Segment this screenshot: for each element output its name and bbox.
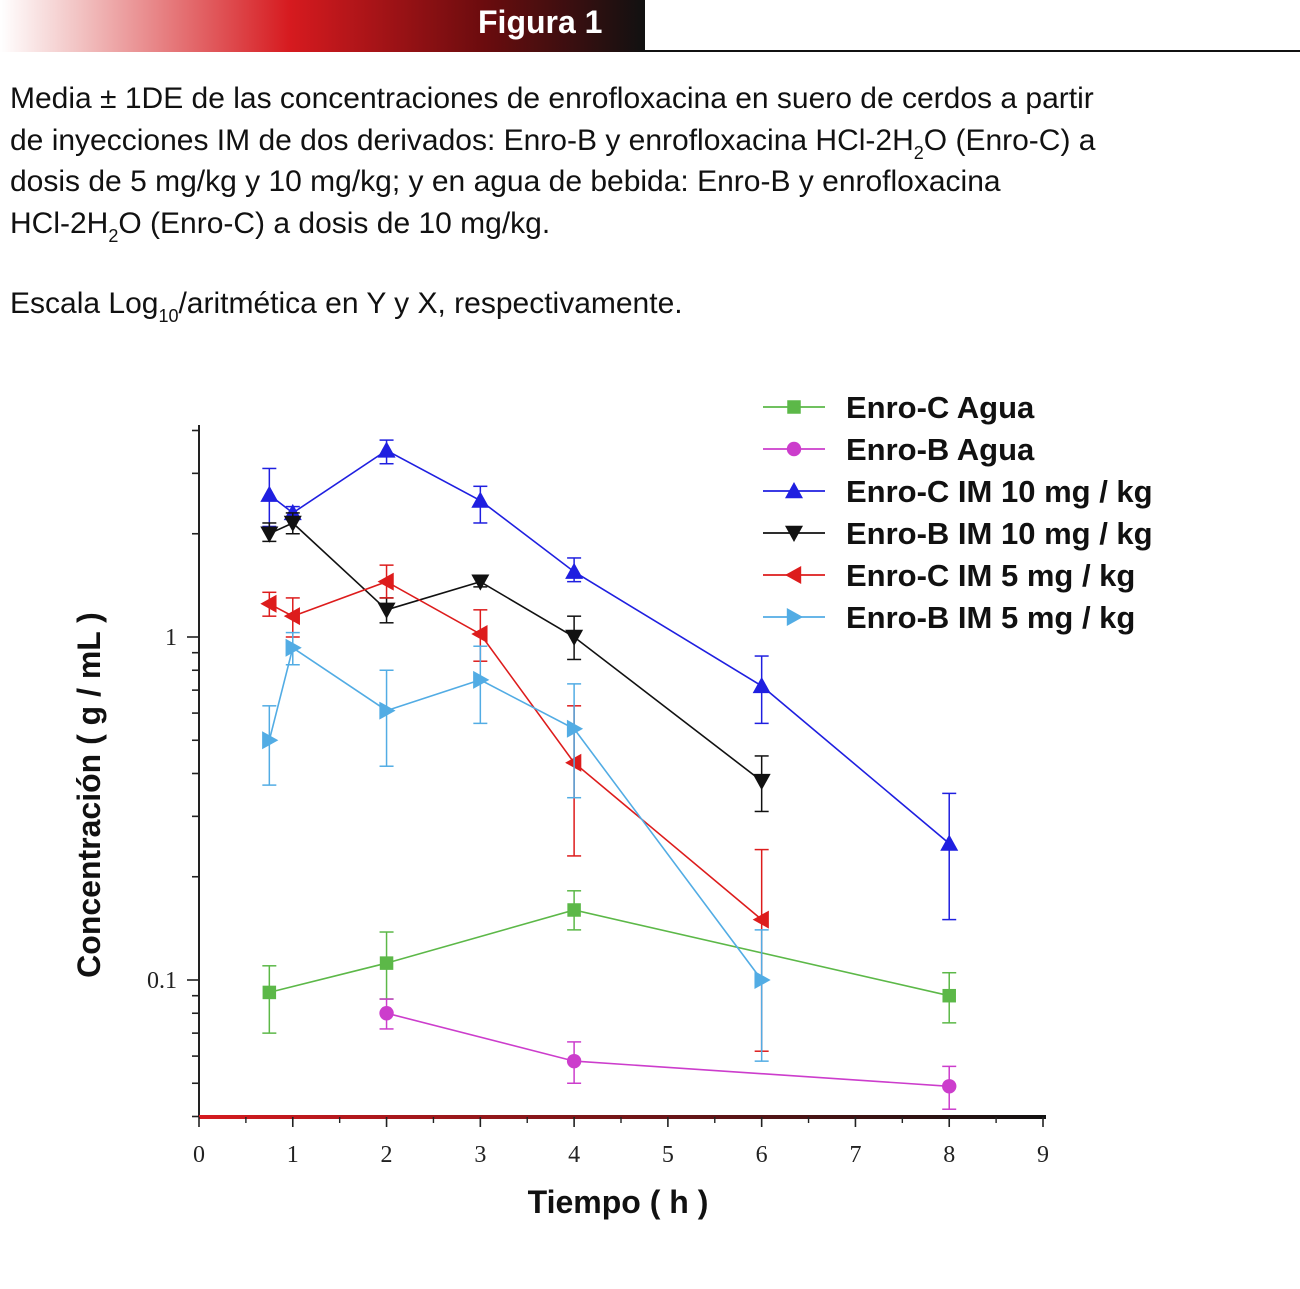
legend-label: Enro-B Agua [846, 432, 1035, 467]
scale-note-subscript: 10 [158, 306, 179, 326]
data-point [283, 607, 300, 626]
figure-title: Figura 1 [478, 4, 603, 40]
legend-label: Enro-C Agua [846, 390, 1035, 425]
data-point [754, 971, 771, 989]
header-rule [645, 50, 1300, 52]
data-point [260, 594, 277, 613]
series-line [386, 1012, 950, 1088]
data-point [379, 956, 394, 970]
legend-marker [785, 482, 803, 499]
y-axis-label: Concentración ( g / mL ) [71, 612, 107, 978]
data-point [566, 1053, 582, 1069]
header-bar [0, 0, 645, 52]
data-point [377, 441, 396, 458]
caption-line-2-text-b: O (Enro-C) a [923, 123, 1096, 157]
data-point [567, 903, 581, 917]
chart-series [260, 439, 959, 1110]
data-point [260, 526, 279, 543]
legend-marker [786, 608, 803, 626]
data-point [262, 985, 277, 1000]
series-0 [262, 890, 957, 1034]
caption-line-2-text-a: de inyecciones IM de dos derivados: Enro… [10, 123, 914, 157]
caption-line-2-subscript: 2 [913, 142, 924, 163]
x-tick-label: 4 [568, 1142, 580, 1168]
legend-label: Enro-B IM 10 mg / kg [846, 516, 1153, 551]
data-point [473, 670, 490, 689]
data-point [942, 1079, 957, 1094]
x-tick-label: 0 [193, 1142, 205, 1168]
caption-line-3: dosis de 5 mg/kg y 10 mg/kg; y en agua d… [10, 165, 1001, 198]
data-point [379, 1006, 394, 1021]
series-line [269, 909, 950, 997]
legend-label: Enro-C IM 5 mg / kg [846, 558, 1135, 593]
caption-line-4-subscript: 2 [108, 225, 119, 246]
series-5 [262, 631, 771, 1062]
scale-note-text-b: /aritmética en Y y X, respectivamente. [178, 287, 683, 320]
data-point [262, 731, 279, 750]
data-point [565, 753, 582, 772]
y-tick-label: 1 [165, 625, 177, 651]
series-line [268, 646, 763, 981]
legend-item-0: Enro-C Agua [763, 390, 1035, 425]
x-axis-label: Tiempo ( h ) [528, 1184, 709, 1220]
caption-line-1: Media ± 1DE de las concentraciones de en… [10, 82, 1094, 115]
chart-axes: 0.1 1 0 1 2 3 4 5 6 7 8 9 [147, 425, 1049, 1168]
data-point [377, 572, 394, 591]
data-point [471, 491, 490, 508]
series-line [268, 580, 763, 921]
x-tick-label: 6 [756, 1142, 768, 1168]
data-point [565, 562, 584, 579]
x-tick-label: 1 [287, 1142, 299, 1168]
scale-note-text-a: Escala Log [10, 287, 159, 320]
legend-label: Enro-C IM 10 mg / kg [846, 474, 1153, 509]
legend-marker [787, 400, 801, 414]
figure-caption: Media ± 1DE de las concentraciones de en… [10, 78, 1295, 245]
data-point [940, 834, 959, 851]
caption-line-2: de inyecciones IM de dos derivados: Enro… [10, 120, 1295, 162]
caption-line-4-text-a: HCl-2H [10, 206, 109, 240]
scale-note: Escala Log10/aritmética en Y y X, respec… [10, 287, 683, 325]
series-line [268, 522, 763, 782]
data-point [565, 629, 584, 646]
data-point [379, 701, 396, 720]
x-tick-label: 5 [662, 1142, 674, 1168]
legend-item-2: Enro-C IM 10 mg / kg [763, 474, 1153, 509]
legend-label: Enro-B IM 5 mg / kg [846, 600, 1135, 635]
legend-marker [785, 566, 802, 584]
x-tick-label: 3 [474, 1142, 486, 1168]
data-point [283, 515, 302, 532]
series-line [268, 449, 950, 845]
caption-line-4-text-b: O (Enro-C) a dosis de 10 mg/kg. [118, 206, 551, 240]
legend-item-5: Enro-B IM 5 mg / kg [763, 600, 1135, 635]
data-point [471, 574, 490, 591]
legend-marker [786, 441, 802, 457]
series-2 [260, 439, 959, 921]
data-point [566, 719, 584, 738]
data-point [942, 988, 956, 1003]
data-point [752, 910, 769, 929]
data-point [260, 485, 279, 502]
x-tick-label: 8 [943, 1142, 955, 1168]
x-tick-label: 7 [849, 1142, 861, 1168]
legend-item-3: Enro-B IM 10 mg / kg [763, 516, 1153, 551]
data-point [752, 676, 771, 694]
data-point [285, 638, 302, 657]
series-1 [379, 998, 957, 1110]
x-axis-line [199, 1115, 1046, 1119]
data-point [752, 773, 771, 791]
legend-item-1: Enro-B Agua [763, 432, 1035, 467]
x-tick-label: 2 [381, 1142, 393, 1168]
x-tick-label: 9 [1037, 1142, 1049, 1168]
chart-legend: Enro-C Agua Enro-B Agua Enro-C IM 10 mg / … [763, 390, 1153, 635]
series-3 [260, 512, 771, 813]
data-point [471, 625, 488, 644]
series-4 [260, 564, 769, 1052]
caption-line-4: HCl-2H2O (Enro-C) a dosis de 10 mg/kg. [10, 203, 1295, 245]
data-point [377, 602, 396, 619]
legend-marker [785, 525, 803, 542]
legend-item-4: Enro-C IM 5 mg / kg [763, 558, 1135, 593]
y-tick-label: 0.1 [147, 968, 177, 994]
